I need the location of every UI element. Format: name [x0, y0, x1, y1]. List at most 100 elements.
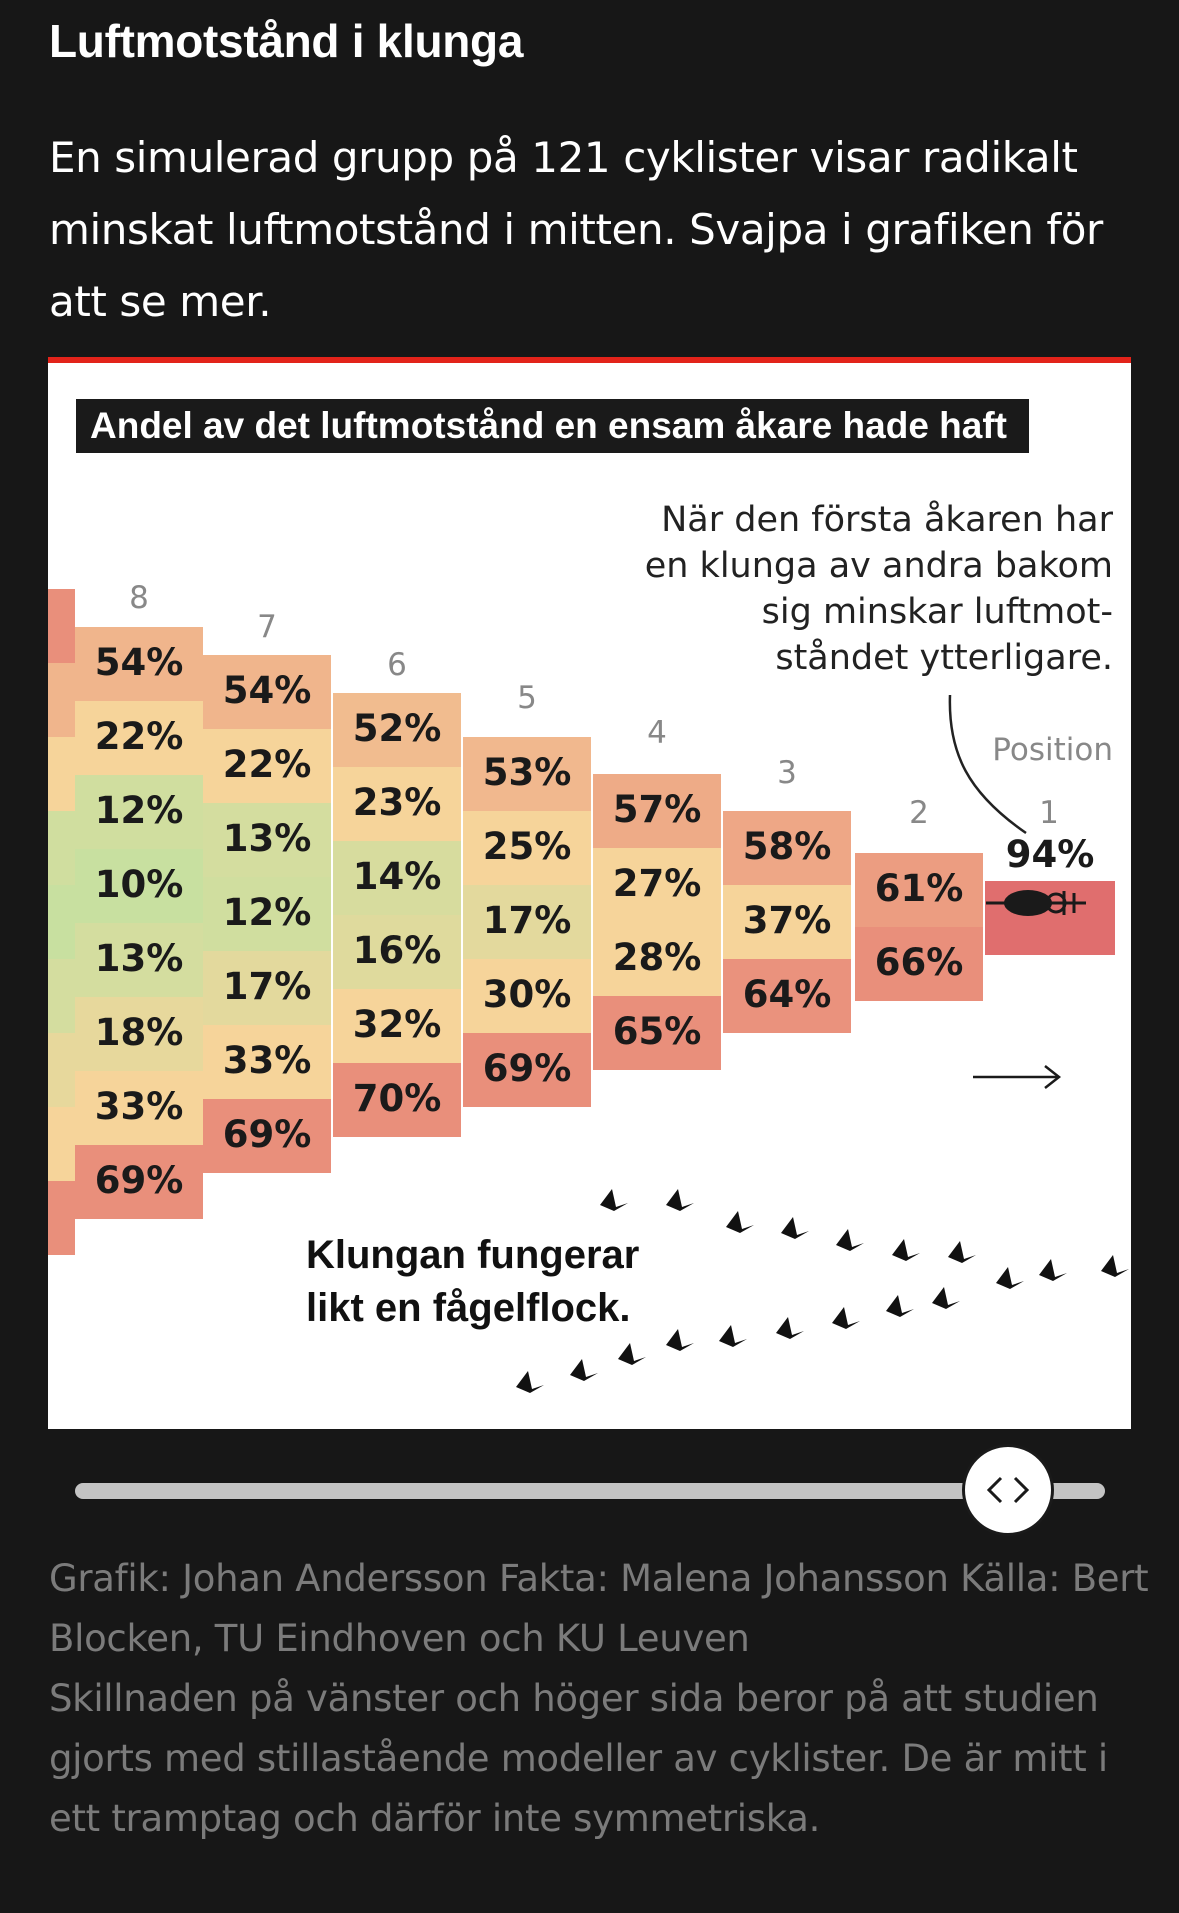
direction-arrow-icon	[973, 1065, 1062, 1089]
cell-value: 14%	[352, 855, 442, 898]
cell-value: 66%	[874, 941, 964, 984]
bird-icon	[719, 1325, 747, 1347]
heatmap-cell	[75, 701, 203, 775]
article-headline: Luftmotstånd i klunga	[49, 15, 524, 67]
heatmap-cell	[463, 1033, 591, 1107]
position-number: 3	[777, 755, 797, 791]
flock-caption: Klungan fungerar likt en fågelflock.	[306, 1229, 639, 1335]
cell-value: 12%	[222, 891, 312, 934]
bird-icon	[776, 1317, 804, 1339]
heatmap-cell	[333, 767, 461, 841]
cell-value: 57%	[612, 788, 702, 831]
bird-icon	[886, 1295, 914, 1317]
cell-value: 69%	[94, 1159, 184, 1202]
heatmap-cell	[593, 774, 721, 848]
bird-icon	[948, 1241, 976, 1263]
position-number: 1	[1039, 795, 1059, 831]
heatmap-cell	[593, 848, 721, 922]
cell-value: 53%	[482, 751, 572, 794]
cell-value: 13%	[222, 817, 312, 860]
cell-value: 37%	[742, 899, 832, 942]
heatmap-cell-edge	[48, 737, 75, 811]
heatmap-cell	[593, 922, 721, 996]
heatmap-cell	[75, 775, 203, 849]
heatmap-cell	[593, 996, 721, 1070]
heatmap-cell	[203, 1025, 331, 1099]
heatmap-cell-edge	[48, 811, 75, 885]
comparison-slider-track[interactable]	[75, 1483, 1105, 1499]
heatmap-cell	[463, 737, 591, 811]
position-number: 6	[387, 647, 407, 683]
lead-rider-annotation: När den första åkaren har en klunga av a…	[593, 497, 1113, 681]
credits-note: Skillnaden på vänster och höger sida ber…	[49, 1677, 1108, 1840]
cell-value: 18%	[94, 1011, 184, 1054]
cell-value: 10%	[94, 863, 184, 906]
heatmap-cell	[463, 885, 591, 959]
chevrons-left-right-icon	[986, 1476, 1030, 1504]
cell-value: 23%	[352, 781, 442, 824]
cell-value: 65%	[612, 1010, 702, 1053]
cell-grid: 8 54% 22% 12% 10% 13% 18% 33% 69% 7 54% 22% 13% 12% 17…	[48, 363, 1131, 1429]
cell-value: 61%	[874, 867, 964, 910]
annotation-line: en klunga av andra bakom	[644, 546, 1113, 586]
heatmap-cell	[855, 853, 983, 927]
heatmap-cell	[203, 951, 331, 1025]
flock-caption-line: Klungan fungerar	[306, 1233, 640, 1277]
bird-icon	[666, 1189, 694, 1211]
heatmap-cell-edge	[48, 663, 75, 737]
cell-value: 22%	[94, 715, 184, 758]
heatmap-cell	[333, 841, 461, 915]
annotation-line: ståndet ytterligare.	[775, 638, 1113, 678]
bird-icon	[836, 1229, 864, 1251]
cell-value: 27%	[612, 862, 702, 905]
cell-value: 54%	[222, 669, 312, 712]
cell-value: 16%	[352, 929, 442, 972]
bird-icon	[570, 1359, 598, 1381]
heatmap-cell-edge	[48, 1107, 75, 1181]
cell-value: 69%	[222, 1113, 312, 1156]
heatmap-cell	[203, 1099, 331, 1173]
flock-caption-line: likt en fågelflock.	[306, 1286, 631, 1330]
bird-icon	[932, 1287, 960, 1309]
heatmap-cell	[75, 849, 203, 923]
bird-icon	[600, 1189, 628, 1211]
bird-icon	[666, 1329, 694, 1351]
position-label: Position	[992, 732, 1113, 768]
bird-icon	[618, 1343, 646, 1365]
slider-handle[interactable]	[962, 1444, 1054, 1536]
bird-icon	[781, 1217, 809, 1239]
annotation-line: sig minskar luftmot-	[761, 592, 1113, 632]
cell-value: 25%	[482, 825, 572, 868]
heatmap-cell	[75, 1145, 203, 1219]
cell-value: 94%	[1005, 833, 1095, 876]
position-number: 2	[909, 795, 929, 831]
cell-value: 33%	[94, 1085, 184, 1128]
bird-icon	[996, 1267, 1024, 1289]
cell-value: 13%	[94, 937, 184, 980]
cell-value: 54%	[94, 641, 184, 684]
bird-flock-illustration	[516, 1189, 1129, 1393]
cell-value: 69%	[482, 1047, 572, 1090]
heatmap-cell	[203, 655, 331, 729]
heatmap-cell	[985, 881, 1115, 955]
heatmap-cell	[203, 729, 331, 803]
intro-text: En simulerad grupp på 121 cyklister visa…	[49, 133, 1103, 326]
drafting-graphic[interactable]: 8 54% 22% 12% 10% 13% 18% 33% 69% 7 54% 22% 13% 12% 17…	[48, 357, 1131, 1429]
position-number: 5	[517, 680, 537, 716]
heatmap-cell-edge	[48, 589, 75, 663]
cell-value: 17%	[222, 965, 312, 1008]
cell-value: 30%	[482, 973, 572, 1016]
heatmap-cell	[203, 877, 331, 951]
heatmap-cell	[333, 1063, 461, 1137]
heatmap-cell	[75, 923, 203, 997]
cell-value: 52%	[352, 707, 442, 750]
heatmap-cell-edge	[48, 1181, 75, 1255]
cell-value: 70%	[352, 1077, 442, 1120]
heatmap-cell	[723, 885, 851, 959]
heatmap-cell	[203, 803, 331, 877]
bird-icon	[892, 1239, 920, 1261]
cell-value: 28%	[612, 936, 702, 979]
heatmap-cell	[75, 1071, 203, 1145]
heatmap-cell-edge	[48, 885, 75, 959]
credits-source: Grafik: Johan Andersson Fakta: Malena Jo…	[49, 1557, 1149, 1660]
